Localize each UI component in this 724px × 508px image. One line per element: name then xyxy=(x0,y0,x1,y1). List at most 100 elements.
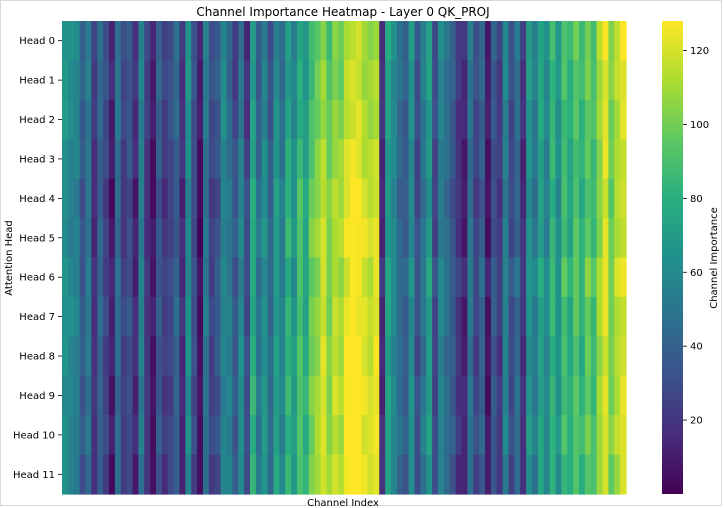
heatmap-cell xyxy=(502,21,510,62)
heatmap-cell xyxy=(114,60,122,101)
heatmap-cell xyxy=(567,336,574,377)
heatmap-cell xyxy=(138,139,145,180)
heatmap-cell xyxy=(191,60,198,101)
heatmap-cell xyxy=(549,99,557,140)
heatmap-cell xyxy=(255,21,263,62)
heatmap-cell xyxy=(379,99,386,140)
heatmap-cell xyxy=(520,218,527,259)
heatmap-cell xyxy=(537,336,545,377)
heatmap-cell xyxy=(273,139,280,180)
heatmap-cell xyxy=(238,454,245,495)
heatmap-cell xyxy=(132,21,139,62)
heatmap-cell xyxy=(161,139,169,180)
heatmap-cell xyxy=(502,415,510,456)
heatmap-cell xyxy=(109,218,116,259)
heatmap-cell xyxy=(120,60,128,101)
heatmap-cell xyxy=(103,99,110,140)
heatmap-cell xyxy=(532,99,539,140)
heatmap-cell xyxy=(167,257,175,298)
heatmap-cell xyxy=(150,21,157,62)
heatmap-cell xyxy=(496,218,504,259)
heatmap-cell xyxy=(67,99,75,140)
heatmap-cell xyxy=(438,375,445,416)
heatmap-cell xyxy=(490,178,498,219)
heatmap-cell xyxy=(549,21,557,62)
heatmap-cell xyxy=(596,454,604,495)
heatmap-cell xyxy=(91,257,98,298)
heatmap-cell xyxy=(179,178,186,219)
heatmap-cell xyxy=(161,218,169,259)
heatmap-cell xyxy=(244,178,251,219)
heatmap-cell xyxy=(250,139,257,180)
heatmap-cell xyxy=(308,415,316,456)
heatmap-cell xyxy=(584,415,592,456)
heatmap-cell xyxy=(596,21,604,62)
heatmap-cell xyxy=(490,336,498,377)
heatmap-cell xyxy=(438,336,445,377)
heatmap-cell xyxy=(432,178,439,219)
heatmap-cell xyxy=(144,99,151,140)
heatmap-cell xyxy=(191,336,198,377)
heatmap-cell xyxy=(367,415,374,456)
heatmap-cell xyxy=(226,139,233,180)
heatmap-cell xyxy=(62,99,69,140)
heatmap-cell xyxy=(150,139,157,180)
heatmap-cell xyxy=(185,454,192,495)
heatmap-cell xyxy=(479,60,486,101)
heatmap-cell xyxy=(408,218,416,259)
heatmap-cell xyxy=(590,21,598,62)
heatmap-cell xyxy=(67,21,75,62)
heatmap-cell xyxy=(432,21,439,62)
heatmap-cell xyxy=(232,60,239,101)
heatmap-cell xyxy=(255,375,263,416)
heatmap-cell xyxy=(326,178,333,219)
heatmap-cell xyxy=(385,218,392,259)
heatmap-cell xyxy=(220,99,228,140)
y-axis-label: Attention Head xyxy=(4,220,15,295)
heatmap-cell xyxy=(408,296,416,337)
heatmap-cell xyxy=(526,257,533,298)
heatmap-cell xyxy=(109,375,116,416)
heatmap-cell xyxy=(279,454,286,495)
heatmap-cell xyxy=(320,21,327,62)
heatmap-cell xyxy=(344,178,351,219)
heatmap-cell xyxy=(402,296,410,337)
heatmap-cell xyxy=(508,60,515,101)
heatmap-cell xyxy=(461,454,468,495)
heatmap-cell xyxy=(602,99,609,140)
heatmap-cell xyxy=(191,21,198,62)
heatmap-cell xyxy=(426,415,433,456)
heatmap-cell xyxy=(537,415,545,456)
heatmap-cell xyxy=(291,178,298,219)
heatmap-cell xyxy=(173,21,181,62)
heatmap-cell xyxy=(197,336,204,377)
heatmap-cell xyxy=(138,296,145,337)
heatmap-cell xyxy=(396,21,404,62)
heatmap-cell xyxy=(62,139,69,180)
heatmap-cell xyxy=(596,60,604,101)
heatmap-cell xyxy=(156,218,163,259)
heatmap-cell xyxy=(308,99,316,140)
heatmap-cell xyxy=(332,454,339,495)
heatmap-cell xyxy=(438,454,445,495)
heatmap-cell xyxy=(555,375,562,416)
heatmap-cell xyxy=(490,60,498,101)
heatmap-cell xyxy=(73,139,81,180)
heatmap-cell xyxy=(508,257,515,298)
heatmap-cell xyxy=(373,257,380,298)
heatmap-cell xyxy=(620,296,627,337)
heatmap-cell xyxy=(62,296,69,337)
heatmap-cell xyxy=(373,21,380,62)
heatmap-cell xyxy=(79,218,87,259)
heatmap-cell xyxy=(490,454,498,495)
heatmap-cell xyxy=(520,60,527,101)
heatmap-cell xyxy=(385,296,392,337)
heatmap-cell xyxy=(126,218,134,259)
heatmap-cell xyxy=(220,218,228,259)
heatmap-cell xyxy=(361,99,369,140)
heatmap-cell xyxy=(438,178,445,219)
heatmap-cell xyxy=(114,454,122,495)
heatmap-cell xyxy=(308,139,316,180)
heatmap-cell xyxy=(320,99,327,140)
heatmap-cell xyxy=(338,296,345,337)
